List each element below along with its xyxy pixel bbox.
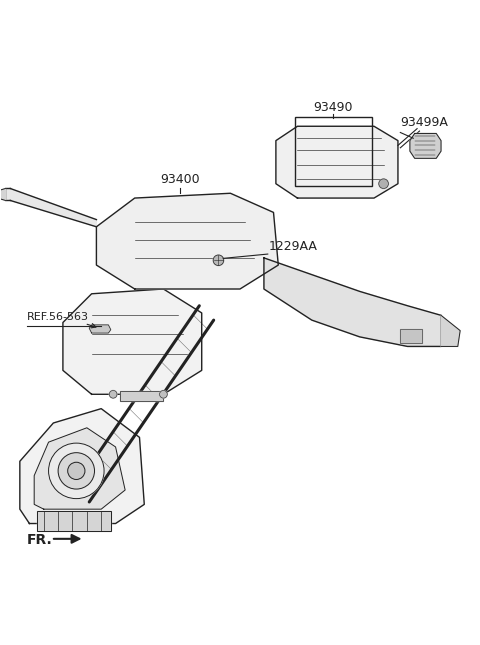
Polygon shape bbox=[20, 409, 144, 524]
Polygon shape bbox=[264, 258, 441, 346]
Text: 93490: 93490 bbox=[313, 101, 353, 114]
Bar bbox=[120, 391, 163, 401]
Polygon shape bbox=[63, 289, 202, 394]
Circle shape bbox=[58, 453, 95, 489]
Bar bbox=[36, 511, 111, 531]
Circle shape bbox=[109, 390, 117, 398]
Polygon shape bbox=[276, 126, 398, 198]
Text: REF.56-563: REF.56-563 bbox=[27, 312, 89, 322]
Bar bbox=[36, 511, 111, 531]
Circle shape bbox=[48, 443, 104, 499]
Circle shape bbox=[159, 390, 167, 398]
Circle shape bbox=[379, 179, 388, 188]
Polygon shape bbox=[89, 325, 111, 333]
Bar bbox=[400, 329, 422, 342]
Polygon shape bbox=[5, 188, 96, 227]
Polygon shape bbox=[410, 134, 441, 158]
Polygon shape bbox=[0, 188, 5, 201]
Text: 93499A: 93499A bbox=[400, 115, 448, 128]
Text: 1229AA: 1229AA bbox=[269, 240, 318, 253]
Circle shape bbox=[213, 255, 224, 266]
Bar bbox=[400, 329, 422, 342]
Polygon shape bbox=[34, 428, 125, 509]
Bar bbox=[295, 117, 372, 186]
Polygon shape bbox=[441, 315, 460, 346]
Circle shape bbox=[68, 462, 85, 479]
Polygon shape bbox=[96, 194, 278, 289]
Bar bbox=[120, 391, 163, 401]
Text: FR.: FR. bbox=[27, 533, 53, 547]
Text: 93400: 93400 bbox=[160, 173, 200, 186]
